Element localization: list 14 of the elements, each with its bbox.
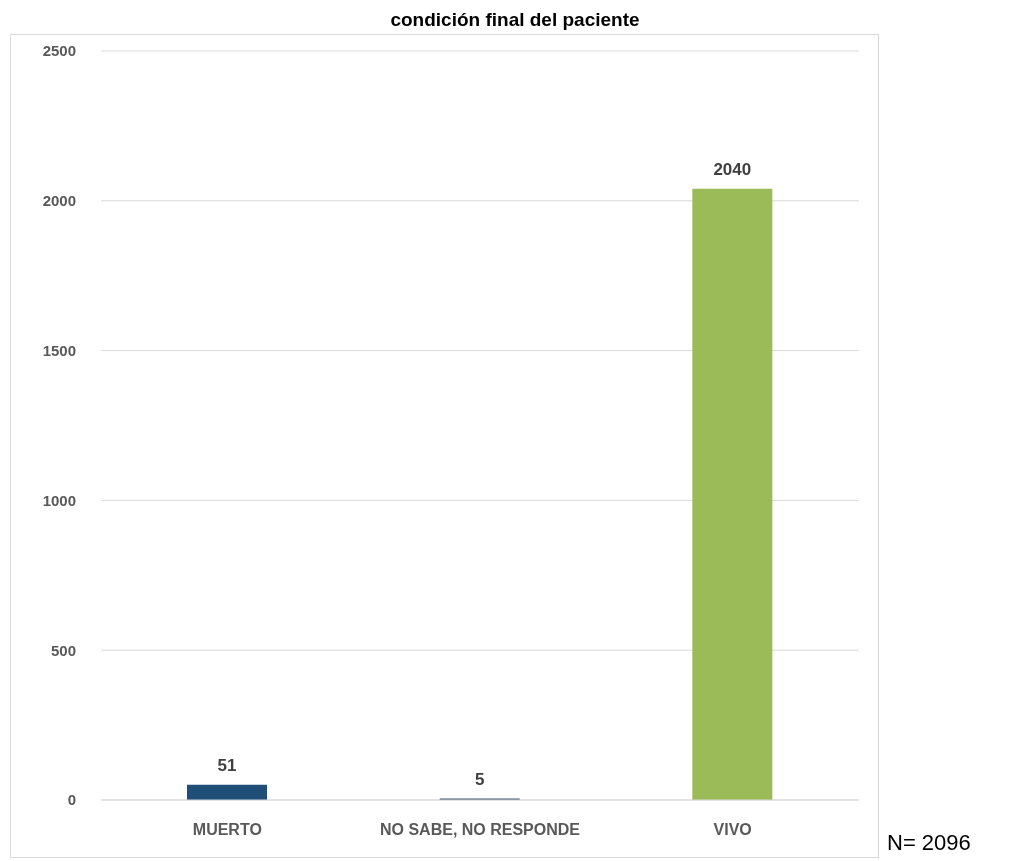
y-tick-label: 0 [67,791,76,809]
data-label: 51 [217,755,237,775]
x-tick-label: NO SABE, NO RESPONDE [379,821,581,839]
y-tick-label: 2000 [42,192,76,210]
y-tick-label: 1000 [42,491,76,509]
text: N= 2096 [887,830,971,856]
data-label: 2040 [713,159,752,179]
x-tick-label: MUERTO [192,821,262,839]
y-tick-label: 500 [50,641,76,659]
y-tick-label: 1500 [42,341,76,359]
chart-title: condición final del paciente [389,8,641,32]
y-tick-label: 2500 [42,42,76,60]
data-label: 5 [474,769,485,789]
x-tick-label: VIVO [713,821,752,839]
